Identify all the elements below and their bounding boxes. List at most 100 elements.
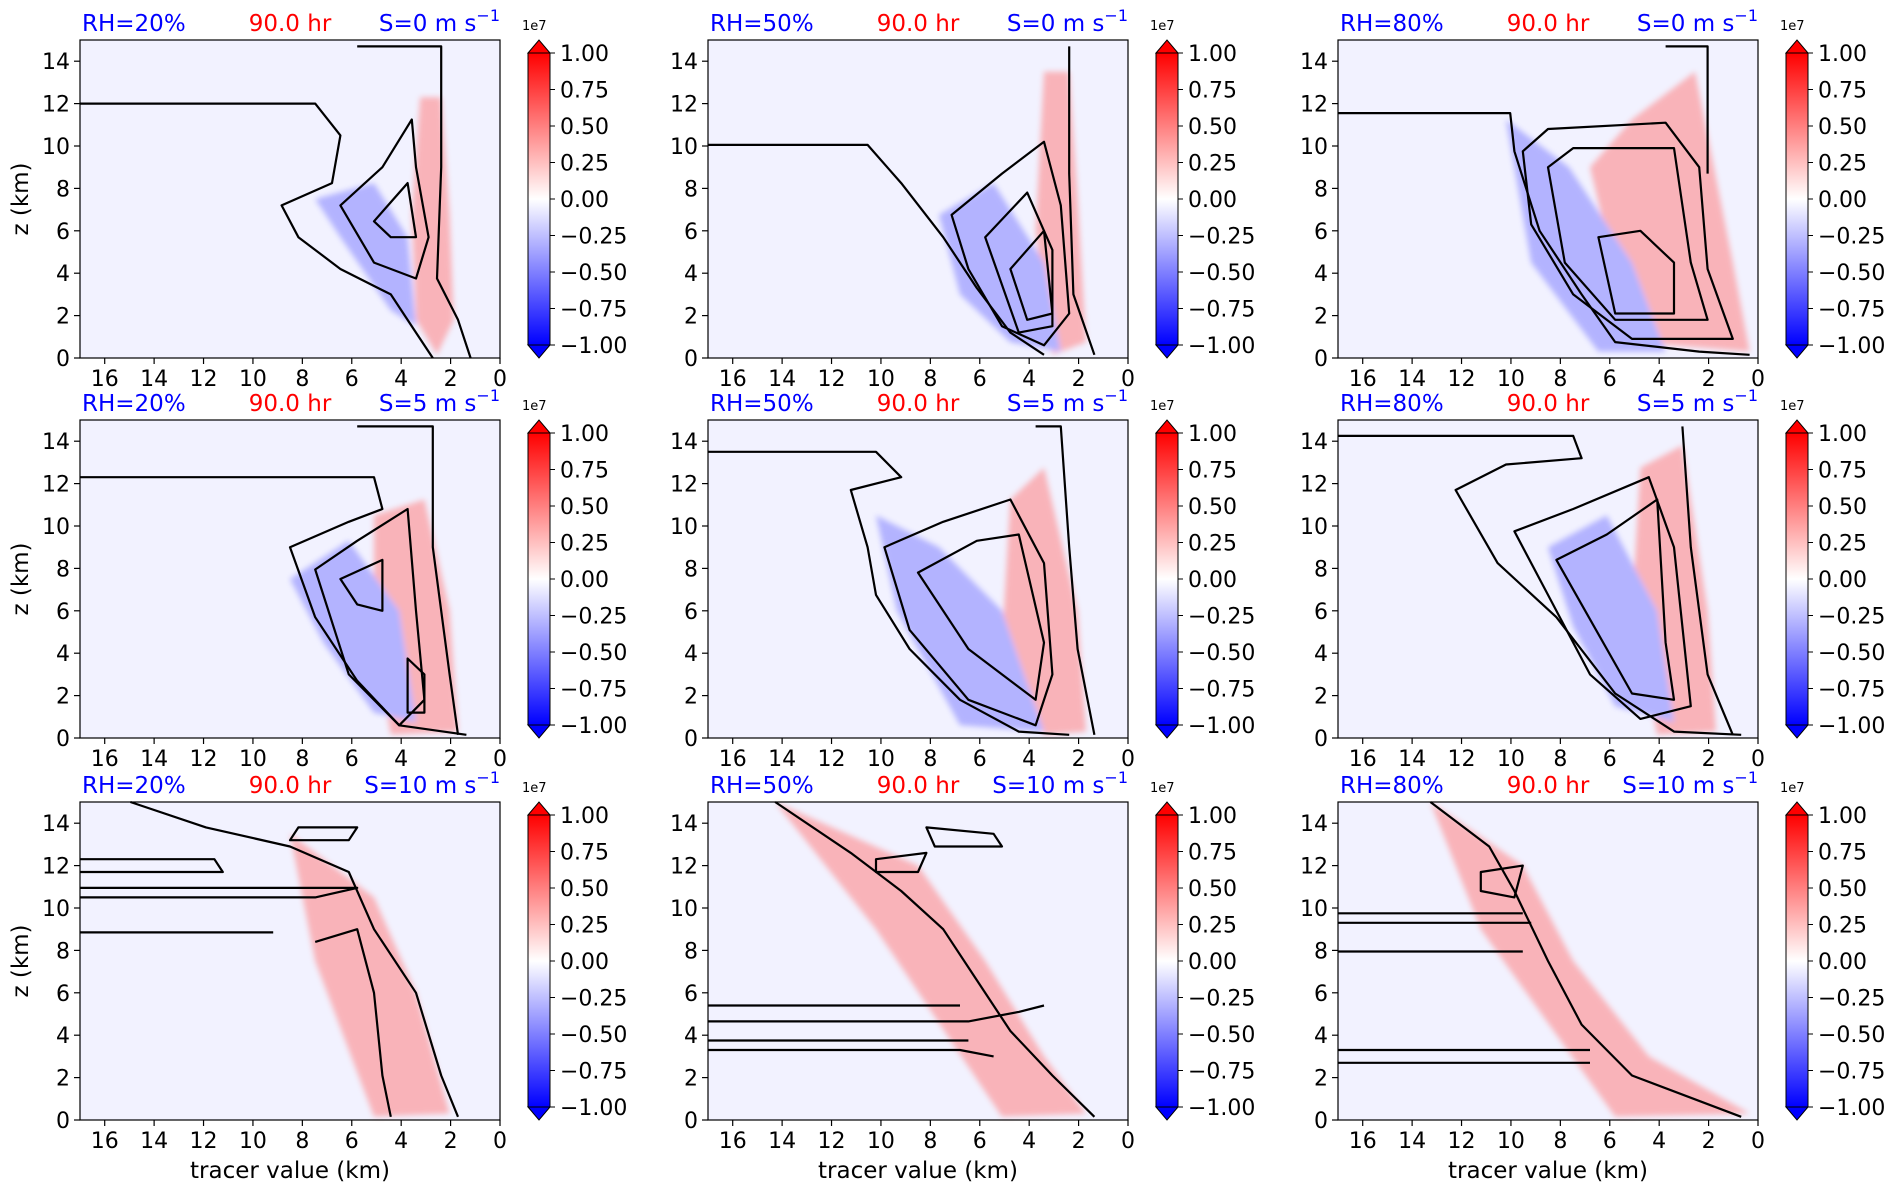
y-tick-label: 4 [1314, 642, 1328, 667]
x-tick-label: 12 [190, 747, 218, 772]
shear-text: S=10 m s [992, 773, 1104, 799]
y-tick-label: 6 [56, 982, 70, 1007]
colorbar-tick-label: −1.00 [1818, 714, 1885, 739]
colorbar-tick-label: −0.50 [1818, 261, 1885, 286]
y-tick-label: 10 [42, 897, 70, 922]
y-tick-label: 6 [1314, 220, 1328, 245]
shear-title: S=5 m s−1 [1007, 386, 1128, 417]
y-tick-label: 2 [56, 305, 70, 330]
colorbar-tick-label: 0.50 [1818, 877, 1867, 902]
positive-shading [775, 802, 1086, 1117]
colorbar-tick-label: 0.25 [1818, 152, 1867, 177]
y-tick-label: 4 [684, 262, 698, 287]
colorbar-tick-label: 1.00 [1818, 42, 1867, 67]
contour-line [925, 826, 1004, 848]
shear-text: S=5 m s [1637, 391, 1735, 417]
contour-line [1555, 498, 1676, 701]
y-tick-label: 12 [1300, 93, 1328, 118]
colorbar-tick-label: −0.25 [1818, 605, 1885, 630]
y-tick-label: 2 [1314, 305, 1328, 330]
colorbar-tick-label: 1.00 [560, 804, 609, 829]
x-tick-label: 14 [768, 367, 796, 392]
contour-line [339, 118, 430, 280]
x-tick-label: 0 [1121, 747, 1135, 772]
contour-line [1597, 229, 1676, 315]
colorbar: 1e7 1.00 0.75 0.50 0.25 0.00 −0.25 −0.50 −0.75 −1… [1780, 399, 1885, 739]
colorbar: 1e7 1.00 0.75 0.50 0.25 0.00 −0.25 −0.50 −0.75 −1… [1150, 781, 1255, 1121]
shear-title: S=0 m s−1 [379, 6, 500, 37]
axes-frame [1337, 39, 1759, 359]
contour-line [314, 928, 392, 1118]
x-tick-label: 8 [1553, 367, 1567, 392]
x-tick-label: 14 [768, 1129, 796, 1154]
panel-2: 16 14 12 10 8 6 4 2 0 0 2 4 6 8 10 12 14 RH=50% 90.0 hr S=0… [670, 6, 1255, 392]
colorbar-bar [527, 52, 551, 346]
contour-line [80, 886, 359, 899]
contour-line [1429, 801, 1742, 1118]
x-axis-label: tracer value (km) [190, 1158, 390, 1184]
colorbar-bar [1155, 432, 1179, 726]
contour-line [774, 801, 1096, 1118]
y-tick-label: 12 [670, 473, 698, 498]
x-tick-label: 6 [1603, 367, 1617, 392]
x-tick-label: 2 [1702, 367, 1716, 392]
x-tick-label: 6 [973, 367, 987, 392]
y-tick-label: 10 [42, 515, 70, 540]
colorbar-tick-label: −0.25 [1188, 225, 1255, 250]
x-tick-label: 4 [394, 367, 408, 392]
y-tick-label: 0 [1314, 1109, 1328, 1134]
contour-lines [80, 45, 472, 359]
y-tick-label: 12 [670, 93, 698, 118]
rh-title: RH=50% [710, 11, 814, 37]
colorbar-tick-label: −0.50 [1188, 261, 1255, 286]
x-tick-label: 16 [719, 1129, 747, 1154]
colorbar-exponent: 1e7 [1780, 781, 1805, 796]
colorbar: 1e7 1.00 0.75 0.50 0.25 0.00 −0.25 −0.50 −0.75 −1… [522, 781, 627, 1121]
contour-line [950, 140, 1071, 347]
y-tick-label: 12 [42, 93, 70, 118]
y-tick-label: 8 [56, 177, 70, 202]
x-tick-label: 2 [1072, 747, 1086, 772]
colorbar-extend-bottom [1784, 1106, 1810, 1121]
x-tick-label: 10 [867, 367, 895, 392]
y-tick-label: 0 [684, 347, 698, 372]
x-tick-label: 8 [923, 1129, 937, 1154]
colorbar: 1e7 1.00 0.75 0.50 0.25 0.00 −0.25 −0.50 −0.75 −1… [1780, 19, 1885, 359]
y-tick-label: 8 [1314, 177, 1328, 202]
colorbar-tick-label: 0.50 [560, 115, 609, 140]
contour-line [80, 102, 434, 359]
y-tick-label: 10 [42, 135, 70, 160]
rh-title: RH=20% [82, 11, 186, 37]
colorbar-tick-label: 0.00 [1818, 568, 1867, 593]
y-tick-label: 4 [1314, 1024, 1328, 1049]
y-tick-label: 14 [1300, 812, 1328, 837]
colorbar-bar [527, 814, 551, 1108]
x-tick-label: 0 [493, 367, 507, 392]
shear-exponent: −1 [1734, 386, 1758, 405]
y-tick-label: 14 [42, 430, 70, 455]
contour-line [1546, 147, 1709, 321]
x-tick-label: 0 [1121, 1129, 1135, 1154]
x-tick-label: 8 [295, 747, 309, 772]
colorbar-tick-label: 0.00 [560, 188, 609, 213]
contour-line [406, 657, 426, 714]
colorbar-tick-label: 0.50 [1818, 115, 1867, 140]
colorbar-extend-bottom [1784, 344, 1810, 359]
y-tick-label: 6 [1314, 600, 1328, 625]
x-tick-label: 16 [719, 747, 747, 772]
colorbar-tick-label: 1.00 [560, 422, 609, 447]
x-tick-label: 6 [973, 747, 987, 772]
colorbar-tick-label: −0.50 [1818, 1023, 1885, 1048]
colorbar-exponent: 1e7 [522, 781, 547, 796]
y-tick-label: 2 [1314, 685, 1328, 710]
shear-title: S=5 m s−1 [379, 386, 500, 417]
colorbar-tick-label: 0.50 [560, 877, 609, 902]
contour-line [1035, 425, 1096, 736]
colorbar-tick-label: 0.00 [1818, 188, 1867, 213]
colorbar-tick-label: −0.50 [1188, 1023, 1255, 1048]
colorbar-tick-label: 1.00 [1188, 804, 1237, 829]
x-tick-label: 16 [1349, 367, 1377, 392]
negative-shading [315, 183, 416, 327]
colorbar-extend-bottom [1784, 724, 1810, 739]
